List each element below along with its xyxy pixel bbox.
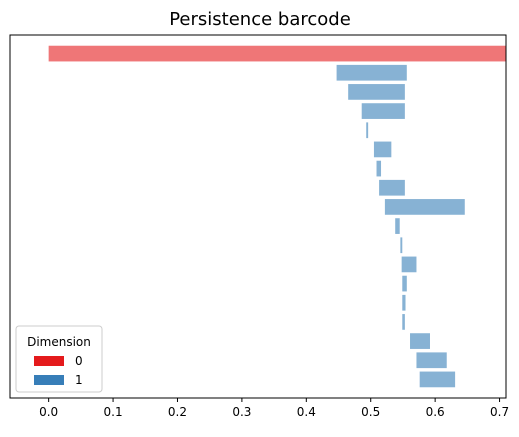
bar-dim1-2 — [362, 103, 405, 119]
bar-dim1-14 — [410, 333, 430, 349]
bar-dim1-8 — [395, 218, 400, 234]
bar-dim1-7 — [385, 199, 465, 215]
bar-dim1-12 — [402, 295, 405, 311]
bars-group — [49, 46, 506, 388]
legend-swatch-1 — [34, 375, 64, 385]
bar-dim0-0 — [49, 46, 506, 62]
legend-swatch-0 — [34, 356, 64, 366]
bar-dim1-11 — [402, 276, 407, 292]
bar-dim1-4 — [374, 142, 391, 158]
x-tick-label-4: 0.4 — [297, 405, 316, 419]
bar-dim1-9 — [400, 237, 402, 253]
bar-dim1-0 — [337, 65, 407, 81]
bar-dim1-15 — [416, 352, 446, 368]
bar-dim1-1 — [348, 84, 405, 100]
x-tick-label-3: 0.3 — [232, 405, 251, 419]
x-tick-label-5: 0.5 — [361, 405, 380, 419]
x-tick-label-1: 0.1 — [104, 405, 123, 419]
chart-title: Persistence barcode — [169, 9, 351, 30]
x-tick-label-7: 0.7 — [490, 405, 509, 419]
bar-dim1-16 — [420, 372, 455, 388]
bar-dim1-10 — [402, 257, 417, 273]
bar-dim1-3 — [366, 122, 368, 138]
bar-dim1-13 — [402, 314, 405, 330]
bar-dim1-6 — [379, 180, 405, 196]
x-tick-label-2: 0.2 — [168, 405, 187, 419]
x-tick-label-6: 0.6 — [426, 405, 445, 419]
bar-dim1-5 — [377, 161, 382, 177]
legend-label-0: 0 — [75, 354, 83, 368]
x-tick-label-0: 0.0 — [39, 405, 58, 419]
x-axis: 0.0 0.1 0.2 0.3 0.4 0.5 0.6 0.7 — [39, 398, 509, 419]
legend-title: Dimension — [27, 335, 91, 349]
legend-label-1: 1 — [75, 373, 83, 387]
legend: Dimension 0 1 — [16, 326, 102, 392]
